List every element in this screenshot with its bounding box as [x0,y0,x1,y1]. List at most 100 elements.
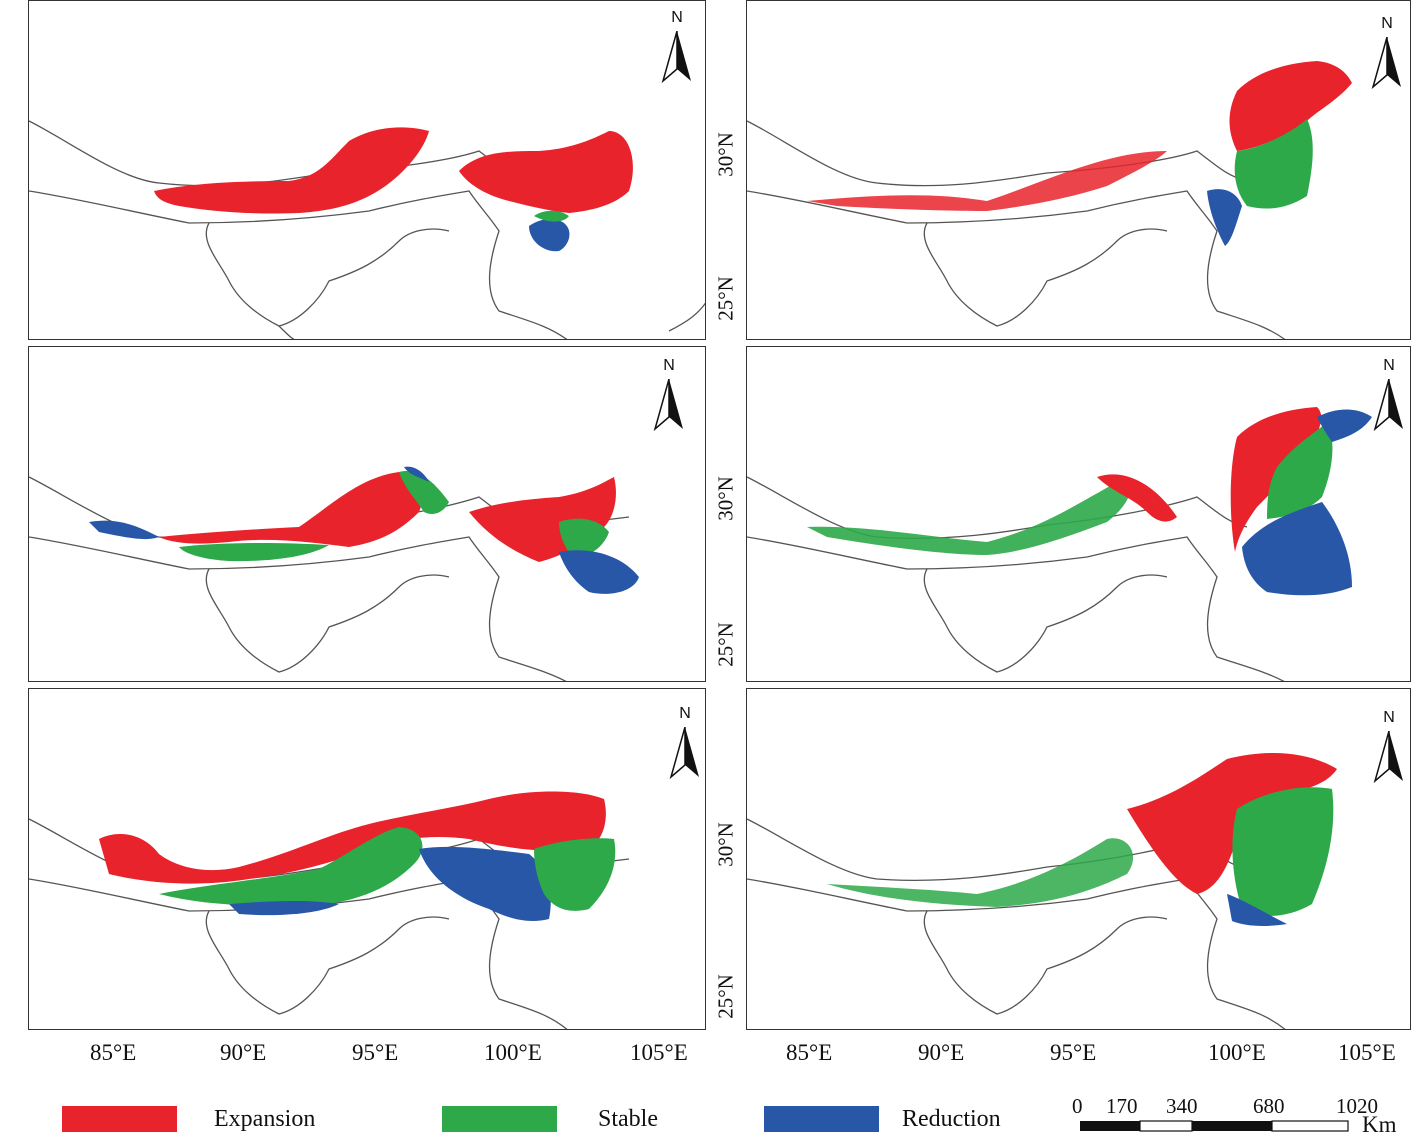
lat-label-25n: 25°N [713,622,738,667]
country-border [29,190,568,339]
map-panel-e: E N [28,688,706,1030]
scale-bar [1080,1120,1349,1132]
stable-area [807,477,1131,555]
reduction-area [89,520,159,540]
lon-label: 105°E [630,1040,688,1065]
stable-area [534,838,616,911]
north-arrow-icon [653,379,683,431]
map-panel-d: D N [746,346,1411,682]
country-border [205,568,450,673]
stable-area [1234,119,1313,209]
expansion-area [1229,61,1352,151]
north-label: N [671,9,683,26]
north-arrow-icon [669,727,699,779]
reduction-area [404,466,429,482]
reduction-area [1227,894,1287,926]
legend-swatch-expansion [62,1106,177,1132]
reduction-area [1242,502,1352,596]
north-arrow: N [657,9,697,83]
reduction-area [559,550,639,594]
country-border [29,878,568,1029]
lon-label: 105°E [1338,1040,1396,1065]
reduction-area [419,846,551,921]
scale-label: 0 [1072,1094,1083,1118]
stable-area [1232,787,1334,916]
stable-area [1267,422,1333,519]
country-border [747,120,1248,187]
north-arrow: N [665,705,705,779]
expansion-area [807,151,1167,211]
stable-area [534,210,569,222]
north-arrow-icon [1373,379,1403,431]
scale-label: 340 [1166,1094,1198,1118]
country-border [923,568,1168,673]
map-b-canvas [747,61,1352,339]
expansion-area [1097,474,1177,522]
north-arrow: N [649,357,689,431]
lat-label-30n: 30°N [713,132,738,177]
country-border [205,910,450,1015]
scale-label: 1020 [1336,1094,1378,1118]
north-label: N [679,705,691,722]
legend-label-reduction: Reduction [902,1106,1001,1132]
north-arrow: N [1369,357,1409,431]
north-arrow-icon [1371,37,1401,89]
stable-area [827,838,1134,907]
legend-swatch-stable [442,1106,557,1132]
lon-label: 90°E [220,1040,267,1065]
country-border [205,222,450,327]
lon-label: 90°E [918,1040,965,1065]
lon-label: 100°E [484,1040,542,1065]
reduction-area [529,219,570,252]
north-arrow: N [1367,15,1407,89]
map-panel-a: A N [28,0,706,340]
country-border [29,536,567,681]
north-label: N [1381,15,1393,32]
legend-label-stable: Stable [598,1106,658,1132]
reduction-area [229,900,339,916]
expansion-area [154,127,429,214]
scale-label: 170 [1106,1094,1138,1118]
country-border [923,910,1168,1015]
stable-area [559,518,609,559]
map-panel-c: C N [28,346,706,682]
expansion-area [99,791,606,884]
north-label: N [663,357,675,374]
reduction-area [1207,189,1242,246]
map-a-canvas [29,120,705,339]
country-border [747,536,1285,681]
north-arrow-icon [661,31,691,83]
north-label: N [1383,709,1395,726]
map-d-canvas [747,407,1372,681]
lat-label-25n: 25°N [713,276,738,321]
map-f-canvas [747,753,1337,1029]
lat-label-30n: 30°N [713,822,738,867]
stable-area [399,471,449,514]
north-arrow: N [1369,709,1409,783]
lat-label-25n: 25°N [713,974,738,1019]
country-border [747,878,1286,1029]
scale-unit: Km [1362,1112,1397,1137]
country-border [923,222,1168,327]
scale-label: 680 [1253,1094,1285,1118]
north-label: N [1383,357,1395,374]
stable-area [179,542,329,562]
country-border [747,476,1248,539]
expansion-area [1127,753,1337,894]
reduction-area [1317,409,1372,442]
map-e-canvas [29,791,630,1029]
expansion-area [159,472,423,547]
lon-label: 95°E [352,1040,399,1065]
country-border [278,302,705,339]
lon-label: 100°E [1208,1040,1266,1065]
lon-label: 85°E [786,1040,833,1065]
map-c-canvas [29,466,639,681]
country-border [747,190,1286,339]
legend-swatch-reduction [764,1106,879,1132]
lon-label: 85°E [90,1040,137,1065]
stable-area [159,827,423,906]
map-panel-f: F N [746,688,1411,1030]
lat-label-30n: 30°N [713,476,738,521]
lon-label: 95°E [1050,1040,1097,1065]
expansion-area [459,131,633,213]
